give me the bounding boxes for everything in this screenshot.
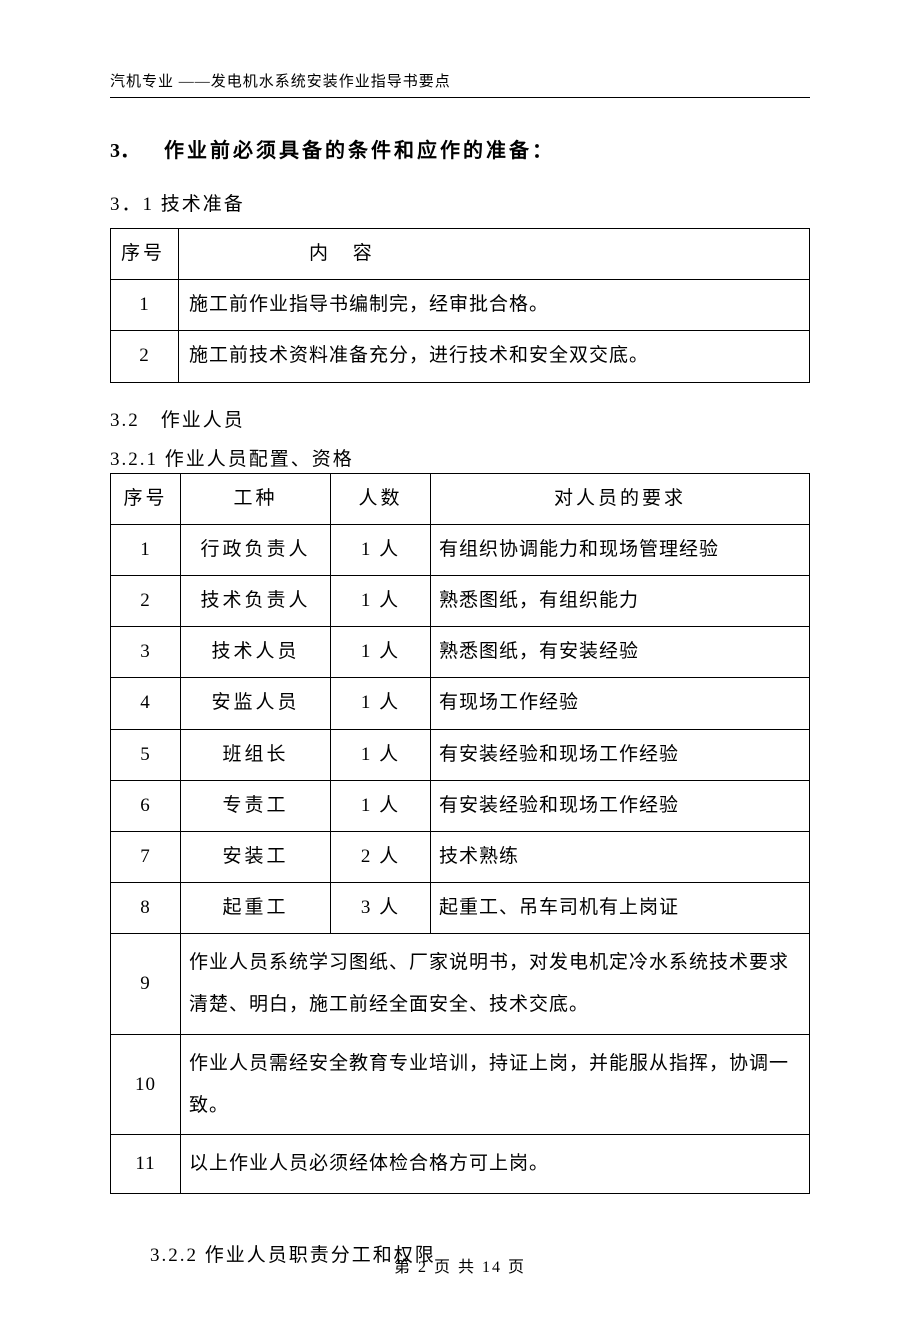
cell-req: 熟悉图纸，有组织能力	[431, 575, 810, 626]
cell-req: 有现场工作经验	[431, 678, 810, 729]
table-row: 6 专责工 1 人 有安装经验和现场工作经验	[111, 780, 810, 831]
cell-span-text: 作业人员需经安全教育专业培训，持证上岗，并能服从指挥，协调一致。	[181, 1034, 810, 1135]
table-row: 11 以上作业人员必须经体检合格方可上岗。	[111, 1135, 810, 1194]
cell-num: 6	[111, 780, 181, 831]
cell-req: 起重工、吊车司机有上岗证	[431, 883, 810, 934]
cell-num: 2	[111, 331, 179, 382]
table-3-2-1-personnel: 序号 工种 人数 对人员的要求 1 行政负责人 1 人 有组织协调能力和现场管理…	[110, 473, 810, 1195]
section-3-number: 3．	[110, 140, 140, 162]
cell-num: 7	[111, 831, 181, 882]
cell-role: 起重工	[181, 883, 331, 934]
cell-req: 有安装经验和现场工作经验	[431, 780, 810, 831]
col-header-num: 序号	[111, 473, 181, 524]
cell-req: 熟悉图纸，有安装经验	[431, 627, 810, 678]
col-header-num: 序号	[111, 229, 179, 280]
cell-req: 有安装经验和现场工作经验	[431, 729, 810, 780]
cell-role: 班组长	[181, 729, 331, 780]
cell-num: 1	[111, 524, 181, 575]
page: 汽机专业 ——发电机水系统安装作业指导书要点 3． 作业前必须具备的条件和应作的准…	[0, 0, 920, 1327]
cell-count: 1 人	[331, 729, 431, 780]
table-row: 7 安装工 2 人 技术熟练	[111, 831, 810, 882]
cell-num: 10	[111, 1034, 181, 1135]
section-3-2-1-heading: 3.2.1 作业人员配置、资格	[110, 444, 810, 471]
cell-role: 技术负责人	[181, 575, 331, 626]
table-row: 序号 工种 人数 对人员的要求	[111, 473, 810, 524]
cell-role: 安装工	[181, 831, 331, 882]
table-row: 1 施工前作业指导书编制完，经审批合格。	[111, 280, 810, 331]
table-row: 1 行政负责人 1 人 有组织协调能力和现场管理经验	[111, 524, 810, 575]
cell-num: 2	[111, 575, 181, 626]
section-3-2-heading: 3.2 作业人员	[110, 405, 810, 432]
col-header-role: 工种	[181, 473, 331, 524]
cell-count: 1 人	[331, 780, 431, 831]
cell-count: 1 人	[331, 524, 431, 575]
section-3-heading: 3． 作业前必须具备的条件和应作的准备：	[110, 134, 810, 163]
table-row: 5 班组长 1 人 有安装经验和现场工作经验	[111, 729, 810, 780]
cell-role: 安监人员	[181, 678, 331, 729]
cell-num: 8	[111, 883, 181, 934]
cell-count: 1 人	[331, 627, 431, 678]
table-row: 2 施工前技术资料准备充分，进行技术和安全双交底。	[111, 331, 810, 382]
table-3-1-tech-prep: 序号 内 容 1 施工前作业指导书编制完，经审批合格。 2 施工前技术资料准备充…	[110, 228, 810, 383]
cell-role: 技术人员	[181, 627, 331, 678]
cell-req: 有组织协调能力和现场管理经验	[431, 524, 810, 575]
page-footer: 第 2 页 共 14 页	[0, 1253, 920, 1277]
cell-num: 11	[111, 1135, 181, 1194]
table-row: 2 技术负责人 1 人 熟悉图纸，有组织能力	[111, 575, 810, 626]
cell-content: 施工前作业指导书编制完，经审批合格。	[179, 280, 810, 331]
running-header: 汽机专业 ——发电机水系统安装作业指导书要点	[110, 70, 810, 98]
cell-req: 技术熟练	[431, 831, 810, 882]
table-row: 9 作业人员系统学习图纸、厂家说明书，对发电机定冷水系统技术要求清楚、明白，施工…	[111, 934, 810, 1035]
col-header-content: 内 容	[179, 229, 810, 280]
cell-role: 专责工	[181, 780, 331, 831]
cell-count: 1 人	[331, 575, 431, 626]
cell-count: 1 人	[331, 678, 431, 729]
cell-count: 2 人	[331, 831, 431, 882]
col-header-count: 人数	[331, 473, 431, 524]
section-3-title: 作业前必须具备的条件和应作的准备：	[164, 140, 555, 162]
cell-num: 4	[111, 678, 181, 729]
cell-num: 3	[111, 627, 181, 678]
cell-num: 9	[111, 934, 181, 1035]
table-row: 序号 内 容	[111, 229, 810, 280]
cell-role: 行政负责人	[181, 524, 331, 575]
col-header-req: 对人员的要求	[431, 473, 810, 524]
table-row: 8 起重工 3 人 起重工、吊车司机有上岗证	[111, 883, 810, 934]
cell-span-text: 以上作业人员必须经体检合格方可上岗。	[181, 1135, 810, 1194]
cell-num: 1	[111, 280, 179, 331]
table-row: 3 技术人员 1 人 熟悉图纸，有安装经验	[111, 627, 810, 678]
cell-span-text: 作业人员系统学习图纸、厂家说明书，对发电机定冷水系统技术要求清楚、明白，施工前经…	[181, 934, 810, 1035]
table-row: 4 安监人员 1 人 有现场工作经验	[111, 678, 810, 729]
table-row: 10 作业人员需经安全教育专业培训，持证上岗，并能服从指挥，协调一致。	[111, 1034, 810, 1135]
section-3-1-heading: 3．1 技术准备	[110, 189, 810, 216]
cell-content: 施工前技术资料准备充分，进行技术和安全双交底。	[179, 331, 810, 382]
cell-count: 3 人	[331, 883, 431, 934]
cell-num: 5	[111, 729, 181, 780]
